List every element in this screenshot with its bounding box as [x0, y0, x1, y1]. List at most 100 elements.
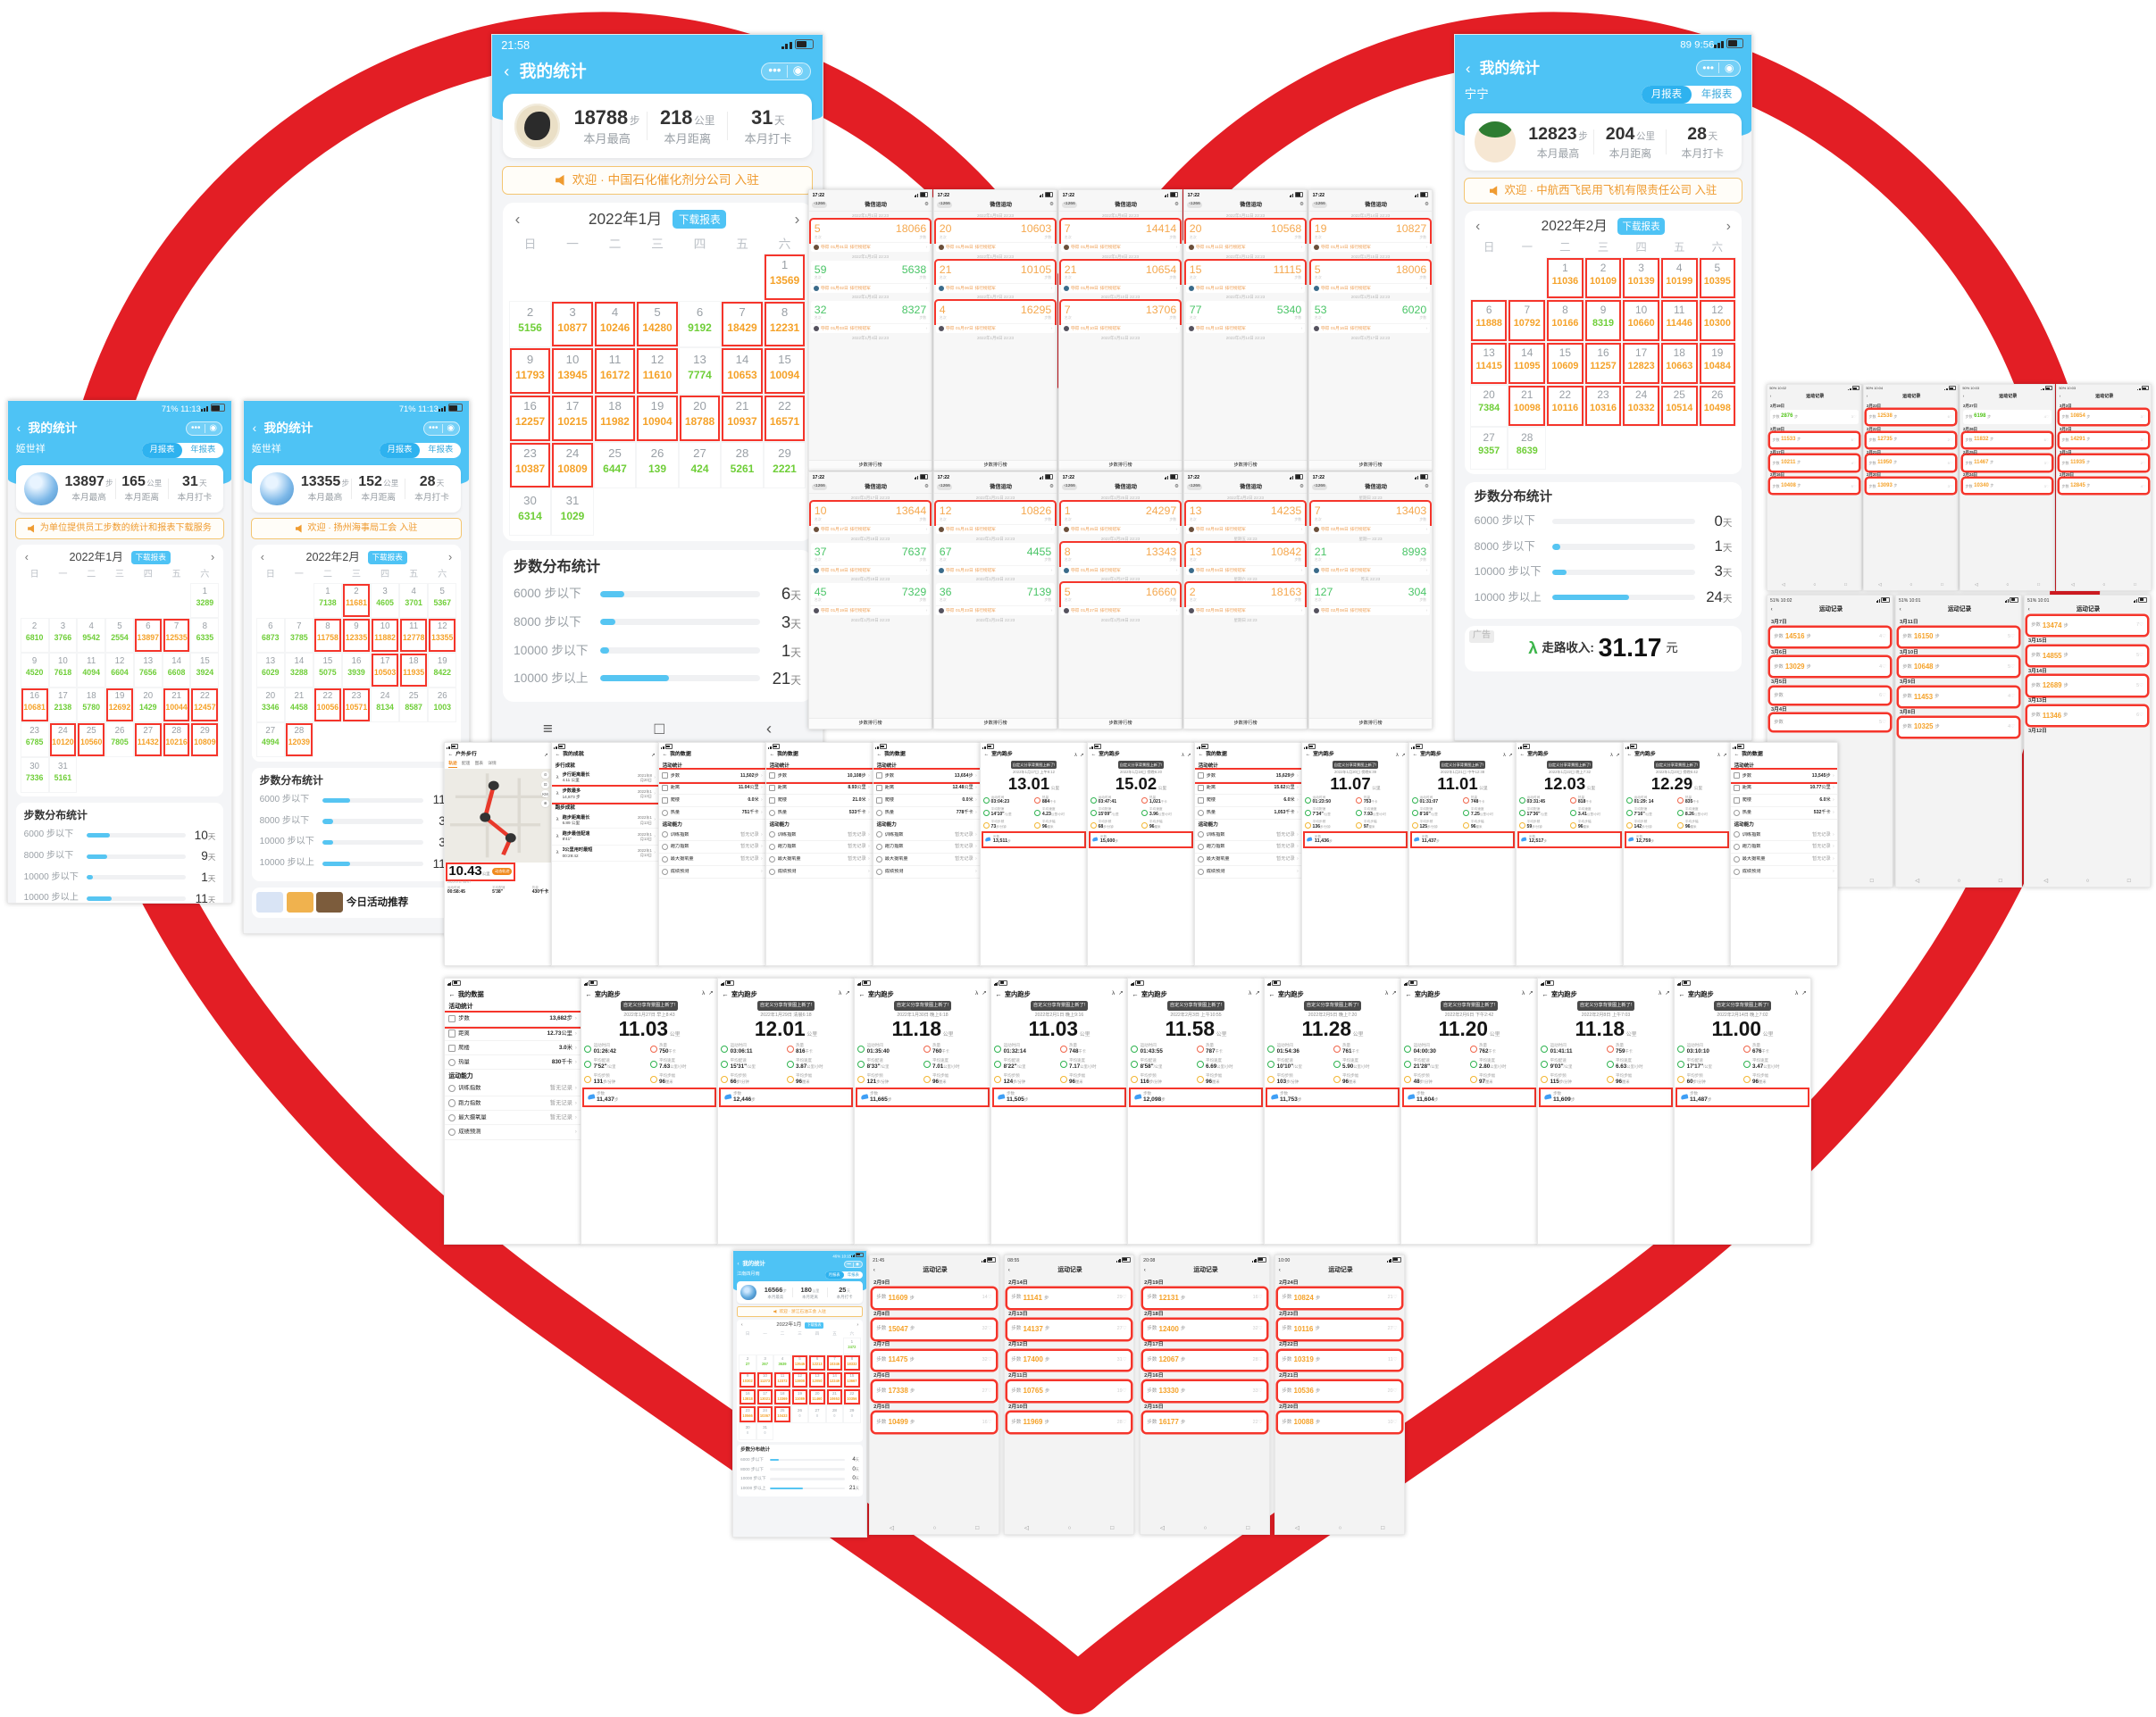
step-record-card[interactable]: 步数 10648 步 5♡ [1899, 657, 2018, 677]
nav-back-icon[interactable]: ◁ [889, 1524, 894, 1531]
champion-row[interactable]: 夺得 01月21日 排行榜冠军 › [936, 524, 1055, 535]
champion-row[interactable]: 夺得 01月06日 排行榜冠军 › [936, 282, 1055, 293]
data-row[interactable]: 步数 13,654步 › [873, 770, 980, 783]
tab-track[interactable]: 轨迹 [448, 761, 457, 768]
step-record-card[interactable]: 步数 12735 步 2♡ [1866, 432, 1956, 447]
share-icon[interactable]: ↗ [1508, 752, 1513, 758]
step-record-card[interactable]: 步数 17400 步 31♡ [1007, 1350, 1131, 1371]
capsule-menu[interactable]: ••• ◉ [843, 1261, 863, 1269]
back-icon[interactable]: ← [769, 752, 775, 758]
bottom-tab-step-ranking[interactable]: 步数排行榜 [1184, 718, 1307, 729]
person-icon[interactable]: λ [1610, 752, 1613, 758]
step-record-card[interactable]: 步数 14137 步 27♡ [1007, 1319, 1131, 1339]
rank-card[interactable]: 37 名次 7637 步数 [811, 542, 930, 565]
minimize-icon[interactable]: ◉ [856, 1262, 860, 1267]
back-icon[interactable]: ← [858, 989, 865, 998]
activity-promo-card[interactable]: 今日活动推荐 [251, 887, 462, 918]
data-row[interactable]: 爬楼 0.0米 › [873, 795, 980, 807]
back-icon[interactable]: ‹ [1769, 394, 1772, 399]
champion-row[interactable]: 夺得 01月15日 排行榜冠军 › [1311, 282, 1430, 293]
capsule-menu[interactable]: ••• ◉ [422, 421, 461, 436]
share-icon[interactable]: ↗ [1400, 752, 1406, 758]
nav-recent-icon[interactable]: □ [1869, 877, 1874, 884]
nav-back-icon[interactable]: ◁ [1024, 1524, 1029, 1531]
share-icon[interactable]: ↗ [1186, 752, 1191, 758]
share-icon[interactable]: ↗ [708, 990, 714, 997]
champion-row[interactable]: 夺得 01月01日 排行榜冠军 › [811, 242, 930, 253]
person-icon[interactable]: λ [1182, 752, 1184, 758]
step-record-card[interactable]: 步数 17338 步 27♡ [873, 1381, 996, 1402]
rank-card[interactable]: 20 名次 10568 步数 [1186, 220, 1305, 243]
back-icon[interactable]: ← [1268, 989, 1275, 998]
share-icon[interactable]: ↗ [982, 990, 987, 997]
ability-row[interactable]: 成绩预测 › [873, 866, 980, 879]
ability-row[interactable]: 最大摄氧量 暂无记录 › [1731, 854, 1837, 866]
back-button[interactable]: ‹1266 [1062, 202, 1078, 208]
more-icon[interactable]: ••• [1702, 61, 1715, 74]
more-icon[interactable]: ••• [429, 422, 439, 433]
back-button[interactable]: ‹1266 [1312, 484, 1328, 490]
tab-month-report[interactable]: 月报表 [1641, 85, 1692, 104]
step-record-card[interactable]: 步数 11475 步 32♡ [873, 1350, 996, 1371]
step-record-card[interactable]: 步数 10088 步 10♡ [1278, 1413, 1401, 1432]
champion-row[interactable]: 夺得 02月05日 排行榜冠军 › [1186, 605, 1305, 616]
champion-row[interactable]: 夺得 01月23日 排行榜冠军 › [936, 605, 1055, 616]
data-row[interactable]: 距离 11.04公里 › [659, 782, 765, 796]
champion-row[interactable]: 夺得 01月09日 排行榜冠军 › [1061, 282, 1180, 293]
prev-month-icon[interactable]: ‹ [24, 550, 29, 563]
share-icon[interactable]: ↗ [1391, 990, 1397, 997]
nav-recent-icon[interactable]: □ [1381, 1524, 1385, 1531]
step-record-card[interactable]: 步数 11141 步 29♡ [1007, 1288, 1131, 1308]
data-row[interactable]: 步数 13,682步 › [445, 1013, 581, 1027]
achievement-row[interactable]: λ 步数最多 14,873 步 2022年1月13日 › [552, 787, 658, 804]
ability-row[interactable]: 跑力指数 暂无记录 › [659, 841, 765, 854]
rank-card[interactable]: 2 名次 18163 步数 [1186, 583, 1305, 606]
share-icon[interactable]: ↗ [1722, 752, 1727, 758]
nav-home-icon[interactable]: □ [654, 718, 664, 738]
rank-card[interactable]: 13 名次 10842 步数 [1186, 542, 1305, 565]
champion-row[interactable]: 夺得 01月18日 排行榜冠军 › [811, 564, 930, 575]
ability-row[interactable]: 跑力指数 暂无记录 › [873, 841, 980, 854]
person-icon[interactable]: λ [1249, 990, 1252, 997]
minimize-icon[interactable]: ◉ [1724, 61, 1734, 74]
tab-month-report[interactable]: 月报表 [379, 442, 421, 458]
rank-card[interactable]: 21 名次 10105 步数 [936, 260, 1055, 283]
nav-back-icon[interactable]: ◁ [1159, 1524, 1165, 1531]
ability-row[interactable]: 训练指数 暂无记录 › [766, 829, 873, 842]
data-row[interactable]: 爬楼 0.0米 › [659, 795, 765, 807]
data-row[interactable]: 热量 778千卡 › [873, 807, 980, 820]
nav-home-icon[interactable]: ○ [932, 1524, 937, 1531]
minimize-icon[interactable]: ◉ [209, 422, 217, 433]
bottom-tab-step-ranking[interactable]: 步数排行榜 [1309, 460, 1432, 471]
step-record-card[interactable]: 步数 10340 步 3♡ [1962, 479, 2052, 494]
achievement-row[interactable]: λ 3公里用时最短 00:29:42 2022年1月13日 › [552, 846, 658, 863]
person-icon[interactable]: λ [1074, 752, 1077, 758]
tab-year-report[interactable]: 年报表 [190, 445, 216, 454]
nav-back-icon[interactable]: ◁ [1294, 1524, 1299, 1531]
data-row[interactable]: 爬楼 6.0米 › [1195, 795, 1301, 807]
back-icon[interactable]: ‹ [1143, 1267, 1146, 1274]
step-record-card[interactable]: 步数 11609 步 14♡ [873, 1288, 996, 1308]
champion-row[interactable]: 夺得 01月03日 排行榜冠军 › [811, 323, 930, 334]
bottom-tab-step-ranking[interactable]: 步数排行榜 [1309, 718, 1432, 729]
download-report-button[interactable]: 下载报表 [805, 1321, 823, 1329]
back-button[interactable]: ‹1266 [1187, 484, 1203, 490]
back-icon[interactable]: ← [1132, 989, 1139, 998]
step-record-card[interactable]: 步数 13474 步 7♡ [2027, 616, 2147, 636]
step-record-card[interactable]: 步数 12067 步 28♡ [1143, 1350, 1266, 1371]
nav-recent-icon[interactable]: □ [1998, 877, 2002, 884]
data-row[interactable]: 距离 15.62公里 › [1195, 782, 1301, 796]
tab-pace[interactable]: 配速 [461, 761, 471, 766]
back-button[interactable]: ‹1266 [812, 202, 828, 208]
data-row[interactable]: 热量 830千卡 › [445, 1055, 581, 1071]
more-icon[interactable]: ••• [847, 1262, 851, 1267]
rank-card[interactable]: 4 名次 16295 步数 [936, 301, 1055, 324]
rank-card[interactable]: 8 名次 13343 步数 [1061, 542, 1180, 565]
next-month-icon[interactable]: › [794, 209, 800, 228]
step-record-card[interactable]: 步数 5♡ [1770, 714, 1890, 731]
rank-card[interactable]: 5 名次 18066 步数 [811, 220, 930, 243]
data-row[interactable]: 步数 11,502步 › [659, 770, 765, 783]
back-icon[interactable]: ← [1412, 752, 1418, 758]
achievement-row[interactable]: λ 跑步距离最长 6.89 公里 2022年1月13日 › [552, 813, 658, 829]
capsule-menu[interactable]: ••• ◉ [1695, 60, 1742, 77]
